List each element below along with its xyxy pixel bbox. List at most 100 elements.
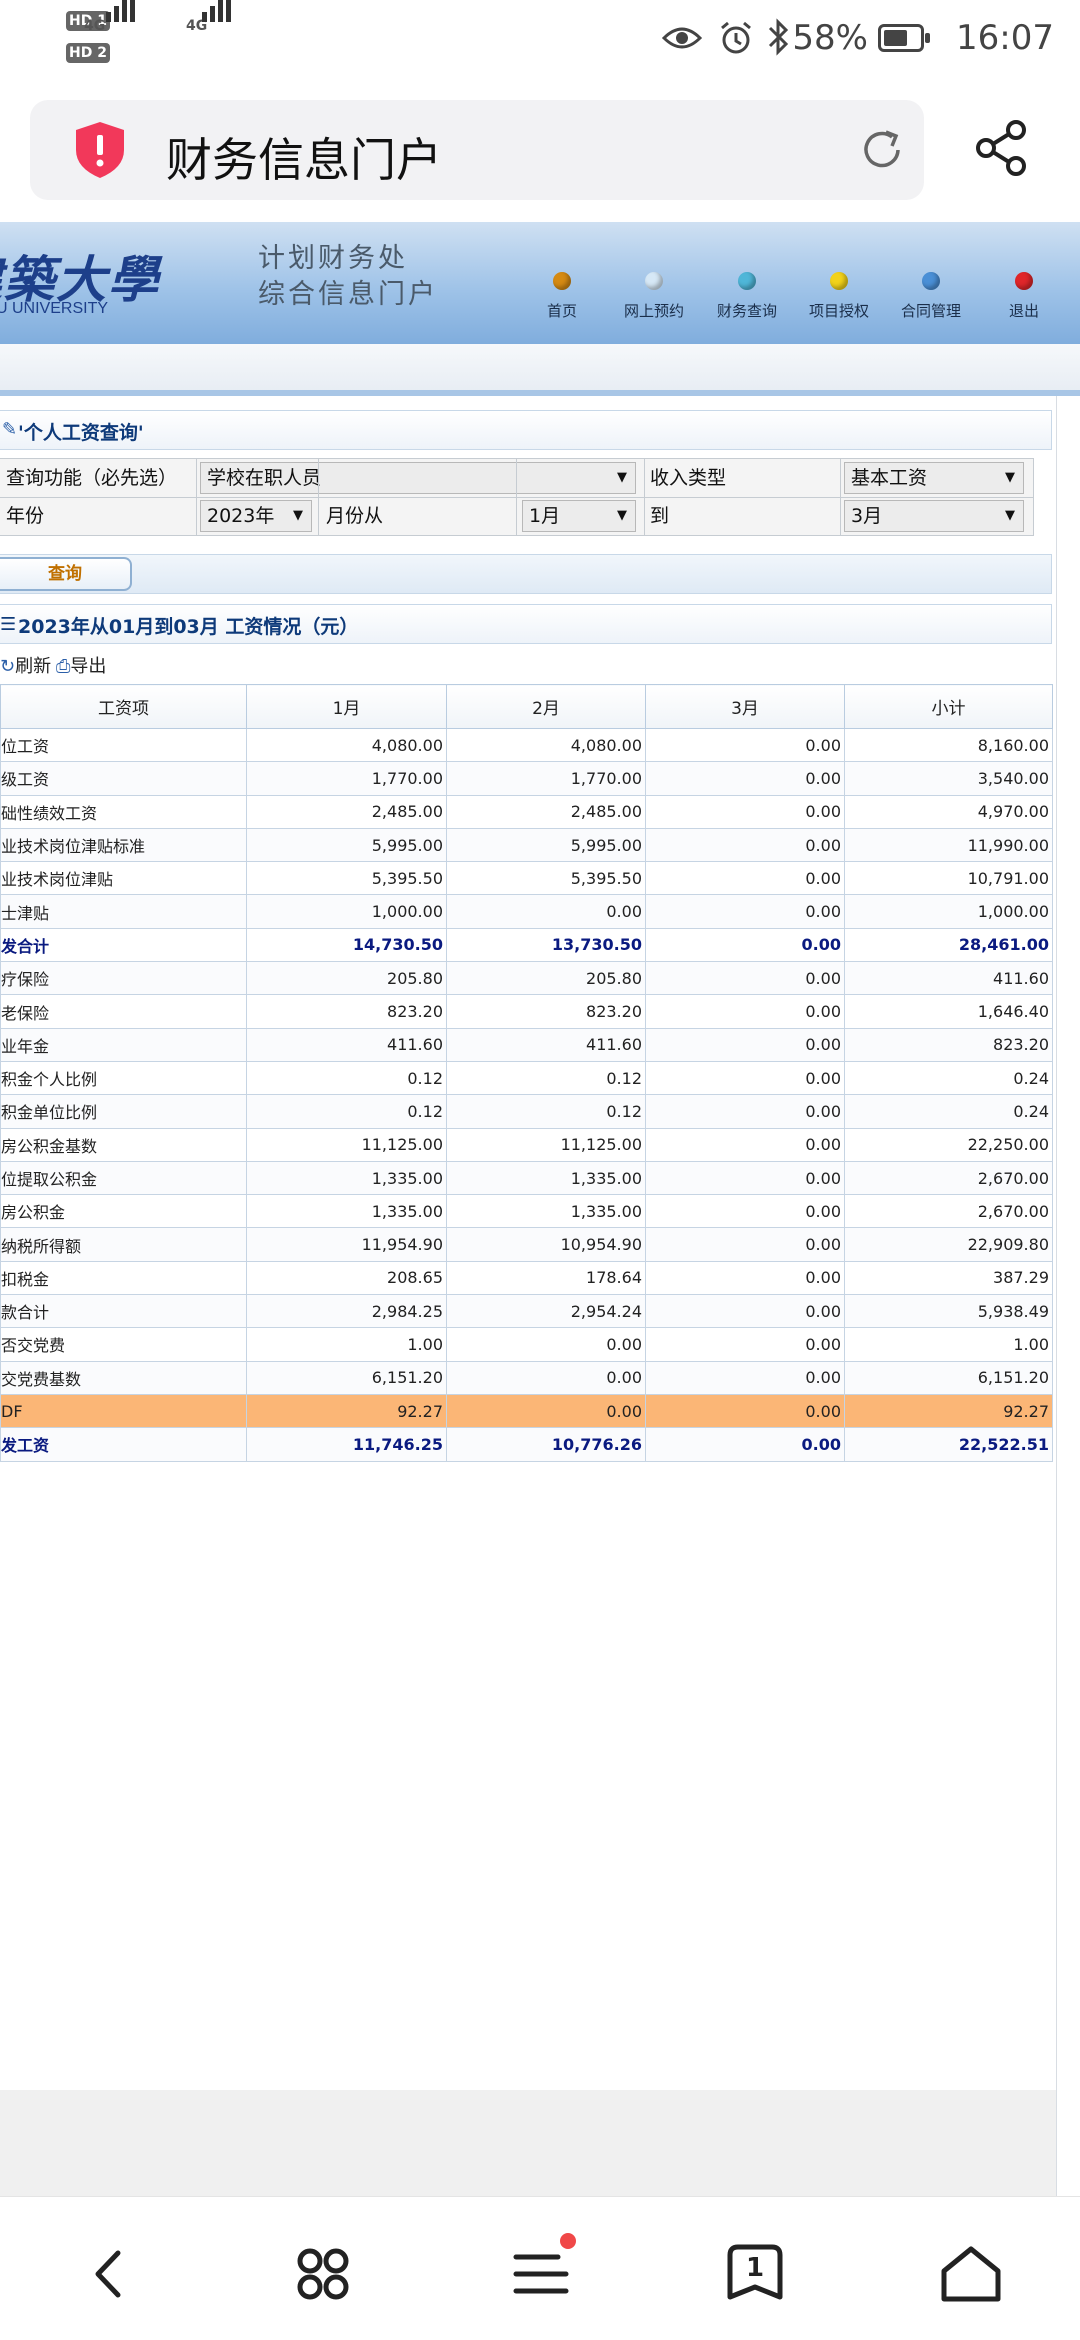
printer-icon: ⎙ bbox=[56, 656, 71, 677]
nav-logout[interactable]: 退出 bbox=[979, 272, 1069, 321]
row-mar-value: 0.00 bbox=[645, 1360, 845, 1395]
row-mar-value: 0.00 bbox=[645, 1227, 845, 1262]
row-item-name: 积金单位比例 bbox=[0, 1094, 247, 1129]
row-subtotal-value: 2,670.00 bbox=[844, 1194, 1053, 1229]
row-jan-value: 823.20 bbox=[246, 994, 447, 1029]
network-type-1: 4G bbox=[84, 18, 106, 34]
pencil-icon: ✎ bbox=[2, 419, 18, 440]
row-item-name: 础性绩效工资 bbox=[0, 794, 247, 829]
function-select-value: 学校在职人员 bbox=[207, 467, 322, 489]
month-from-label: 月份从 bbox=[326, 505, 384, 527]
back-icon[interactable] bbox=[76, 2241, 142, 2307]
battery-icon bbox=[878, 24, 930, 52]
row-feb-value: 823.20 bbox=[446, 994, 646, 1029]
share-icon[interactable] bbox=[972, 118, 1032, 178]
list-icon: ☰ bbox=[0, 614, 17, 635]
row-jan-value: 1,770.00 bbox=[246, 761, 447, 796]
month-from-select[interactable]: 1月 ▼ bbox=[522, 500, 636, 532]
year-value: 2023年 bbox=[207, 505, 275, 527]
row-subtotal-value: 411.60 bbox=[844, 961, 1053, 996]
month-to-select[interactable]: 3月 ▼ bbox=[844, 500, 1024, 532]
row-item-name: 疗保险 bbox=[0, 961, 247, 996]
income-type-select[interactable]: 基本工资 ▼ bbox=[844, 462, 1024, 494]
table-row: 级工资 1,770.00 1,770.00 0.00 3,540.00 bbox=[0, 761, 1053, 796]
row-jan-value: 14,730.50 bbox=[246, 927, 447, 963]
banner-band bbox=[0, 344, 1080, 396]
row-feb-value: 205.80 bbox=[446, 961, 646, 996]
row-feb-value: 5,395.50 bbox=[446, 861, 646, 896]
row-mar-value: 0.00 bbox=[645, 1160, 845, 1196]
row-feb-value: 411.60 bbox=[446, 1027, 646, 1062]
chevron-down-icon: ▼ bbox=[617, 508, 627, 523]
refresh-button[interactable]: ↻刷新 bbox=[0, 652, 51, 678]
row-jan-value: 0.12 bbox=[246, 1060, 447, 1096]
nav-project-auth[interactable]: 项目授权 bbox=[794, 272, 884, 321]
row-subtotal-value: 8,160.00 bbox=[844, 727, 1053, 763]
row-jan-value: 205.80 bbox=[246, 961, 447, 996]
nav-finance-query[interactable]: 财务查询 bbox=[702, 272, 792, 321]
row-jan-value: 92.27 bbox=[246, 1393, 447, 1429]
menu-icon[interactable] bbox=[508, 2241, 574, 2307]
security-warning-icon[interactable] bbox=[70, 120, 130, 180]
table-row: 士津贴 1,000.00 0.00 0.00 1,000.00 bbox=[0, 894, 1053, 929]
apps-icon[interactable] bbox=[290, 2241, 356, 2307]
row-mar-value: 0.00 bbox=[645, 1194, 845, 1229]
tabs-button[interactable]: 1 bbox=[722, 2241, 788, 2307]
row-jan-value: 11,954.90 bbox=[246, 1227, 447, 1262]
portal-name: 综合信息门户 bbox=[258, 279, 438, 310]
export-button[interactable]: ⎙导出 bbox=[56, 652, 106, 678]
row-item-name: 交党费基数 bbox=[0, 1360, 247, 1395]
row-mar-value: 0.00 bbox=[645, 1327, 845, 1362]
row-feb-value: 1,770.00 bbox=[446, 761, 646, 796]
row-item-name: 士津贴 bbox=[0, 894, 247, 929]
nav-project-label: 项目授权 bbox=[808, 302, 869, 320]
nav-home[interactable]: 首页 bbox=[517, 272, 607, 321]
nav-project-dot-icon bbox=[830, 272, 848, 290]
row-mar-value: 0.00 bbox=[645, 861, 845, 896]
row-mar-value: 0.00 bbox=[645, 761, 845, 796]
row-mar-value: 0.00 bbox=[645, 961, 845, 996]
query-button[interactable]: 查询 bbox=[0, 557, 132, 591]
row-item-name: 发合计 bbox=[0, 927, 247, 963]
address-bar[interactable]: 财务信息门户 bbox=[30, 100, 924, 200]
nav-finance-label: 财务查询 bbox=[716, 302, 777, 320]
year-select[interactable]: 2023年 ▼ bbox=[200, 500, 312, 532]
table-row: 位工资 4,080.00 4,080.00 0.00 8,160.00 bbox=[0, 727, 1053, 763]
function-select[interactable]: 学校在职人员 ▼ bbox=[200, 462, 636, 494]
col-header-item: 工资项 bbox=[0, 684, 247, 729]
row-feb-value: 10,954.90 bbox=[446, 1227, 646, 1262]
income-type-label: 收入类型 bbox=[650, 467, 727, 489]
row-jan-value: 11,746.25 bbox=[246, 1427, 447, 1462]
university-logo-en: JIANZHU UNIVERSITY bbox=[0, 300, 109, 317]
row-feb-value: 13,730.50 bbox=[446, 927, 646, 963]
results-toolbar: ↻刷新 ⎙导出 bbox=[0, 648, 1052, 684]
export-label: 导出 bbox=[70, 656, 107, 677]
query-form: 查询功能（必先选） 学校在职人员 ▼ 收入类型 基本工资 ▼ 年份 2023年 … bbox=[0, 458, 1034, 536]
row-subtotal-value: 0.24 bbox=[844, 1060, 1053, 1096]
reload-icon[interactable] bbox=[856, 124, 908, 176]
nav-online-booking[interactable]: 网上预约 bbox=[609, 272, 699, 321]
nav-booking-dot-icon bbox=[645, 272, 663, 290]
network-type-2: 4G bbox=[186, 18, 208, 34]
row-mar-value: 0.00 bbox=[645, 1260, 845, 1296]
table-row: 房公积金基数 11,125.00 11,125.00 0.00 22,250.00 bbox=[0, 1127, 1053, 1162]
row-item-name: 业年金 bbox=[0, 1027, 247, 1062]
row-mar-value: 0.00 bbox=[645, 827, 845, 863]
row-subtotal-value: 823.20 bbox=[844, 1027, 1053, 1062]
hd2-indicator: HD 2 bbox=[66, 42, 114, 64]
refresh-icon: ↻ bbox=[0, 656, 16, 677]
chevron-down-icon: ▼ bbox=[617, 470, 627, 485]
table-row: 位提取公积金 1,335.00 1,335.00 0.00 2,670.00 bbox=[0, 1160, 1053, 1196]
row-feb-value: 2,485.00 bbox=[446, 794, 646, 829]
hd1-indicator: HD 1 bbox=[66, 10, 114, 32]
table-row: 扣税金 208.65 178.64 0.00 387.29 bbox=[0, 1260, 1053, 1296]
row-subtotal-value: 22,250.00 bbox=[844, 1127, 1053, 1162]
row-subtotal-value: 1.00 bbox=[844, 1327, 1053, 1362]
row-feb-value: 2,954.24 bbox=[446, 1294, 646, 1329]
row-feb-value: 0.00 bbox=[446, 1360, 646, 1395]
nav-contract-mgmt[interactable]: 合同管理 bbox=[886, 272, 976, 321]
row-subtotal-value: 387.29 bbox=[844, 1260, 1053, 1296]
row-subtotal-value: 11,990.00 bbox=[844, 827, 1053, 863]
home-icon[interactable] bbox=[938, 2241, 1004, 2307]
page-right-edge bbox=[1056, 396, 1080, 2196]
